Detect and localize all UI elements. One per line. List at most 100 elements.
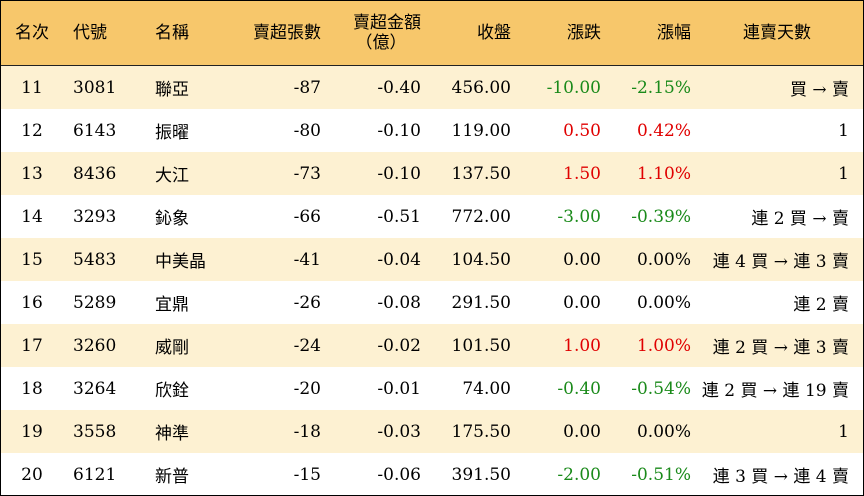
cell-streak: 1 xyxy=(691,109,863,152)
table-row: 14 3293 鈊象 -66 -0.51 772.00 -3.00 -0.39% 連 2 買 →… xyxy=(1,195,863,238)
cell-streak: 連 2 買 → 賣 xyxy=(691,195,863,238)
cell-pct: 0.00% xyxy=(601,281,691,324)
cell-sell-lots: -41 xyxy=(235,238,321,281)
cell-sell-amount: -0.10 xyxy=(321,109,421,152)
cell-name: 聯亞 xyxy=(151,65,235,109)
cell-code: 6121 xyxy=(63,453,151,495)
cell-change: 0.50 xyxy=(511,109,601,152)
cell-code: 5483 xyxy=(63,238,151,281)
header-row: 名次 代號 名稱 賣超張數 賣超金額 （億） 收盤 漲跌 漲幅 連賣天數 xyxy=(1,1,863,66)
cell-pct: 0.00% xyxy=(601,238,691,281)
cell-streak: 1 xyxy=(691,410,863,453)
cell-sell-lots: -73 xyxy=(235,152,321,195)
cell-name: 鈊象 xyxy=(151,195,235,238)
cell-close: 104.50 xyxy=(421,238,511,281)
cell-name: 大江 xyxy=(151,152,235,195)
cell-close: 391.50 xyxy=(421,453,511,495)
cell-sell-lots: -66 xyxy=(235,195,321,238)
cell-streak: 連 3 買 → 連 4 賣 xyxy=(691,453,863,495)
header-sell-amount: 賣超金額 （億） xyxy=(321,1,421,66)
header-code: 代號 xyxy=(63,1,151,66)
cell-close: 101.50 xyxy=(421,324,511,367)
cell-change: 0.00 xyxy=(511,281,601,324)
header-name: 名稱 xyxy=(151,1,235,66)
cell-pct: 0.00% xyxy=(601,410,691,453)
cell-change: -0.40 xyxy=(511,367,601,410)
cell-streak: 連 2 買 → 連 19 賣 xyxy=(691,367,863,410)
cell-rank: 18 xyxy=(1,367,63,410)
cell-name: 宜鼎 xyxy=(151,281,235,324)
cell-name: 振曜 xyxy=(151,109,235,152)
cell-change: -10.00 xyxy=(511,65,601,109)
cell-change: 1.50 xyxy=(511,152,601,195)
cell-rank: 20 xyxy=(1,453,63,495)
cell-sell-amount: -0.06 xyxy=(321,453,421,495)
cell-name: 威剛 xyxy=(151,324,235,367)
table-row: 12 6143 振曜 -80 -0.10 119.00 0.50 0.42% 1 xyxy=(1,109,863,152)
cell-change: 1.00 xyxy=(511,324,601,367)
cell-change: -3.00 xyxy=(511,195,601,238)
cell-close: 291.50 xyxy=(421,281,511,324)
table-row: 13 8436 大江 -73 -0.10 137.50 1.50 1.10% 1 xyxy=(1,152,863,195)
cell-change: 0.00 xyxy=(511,238,601,281)
header-rank: 名次 xyxy=(1,1,63,66)
cell-pct: -0.54% xyxy=(601,367,691,410)
cell-code: 6143 xyxy=(63,109,151,152)
cell-sell-lots: -18 xyxy=(235,410,321,453)
cell-rank: 13 xyxy=(1,152,63,195)
cell-code: 3081 xyxy=(63,65,151,109)
cell-pct: -2.15% xyxy=(601,65,691,109)
cell-rank: 12 xyxy=(1,109,63,152)
cell-streak: 買 → 賣 xyxy=(691,65,863,109)
cell-rank: 15 xyxy=(1,238,63,281)
cell-pct: -0.51% xyxy=(601,453,691,495)
cell-code: 3558 xyxy=(63,410,151,453)
cell-sell-amount: -0.03 xyxy=(321,410,421,453)
cell-name: 中美晶 xyxy=(151,238,235,281)
table-row: 11 3081 聯亞 -87 -0.40 456.00 -10.00 -2.15% 買 → 賣 xyxy=(1,65,863,109)
cell-rank: 14 xyxy=(1,195,63,238)
table-row: 18 3264 欣銓 -20 -0.01 74.00 -0.40 -0.54% 連 2 買 → … xyxy=(1,367,863,410)
cell-sell-lots: -24 xyxy=(235,324,321,367)
cell-change: -2.00 xyxy=(511,453,601,495)
cell-pct: -0.39% xyxy=(601,195,691,238)
cell-rank: 16 xyxy=(1,281,63,324)
table-row: 16 5289 宜鼎 -26 -0.08 291.50 0.00 0.00% 連 2 賣 xyxy=(1,281,863,324)
cell-sell-amount: -0.02 xyxy=(321,324,421,367)
cell-close: 456.00 xyxy=(421,65,511,109)
cell-close: 175.50 xyxy=(421,410,511,453)
table-row: 15 5483 中美晶 -41 -0.04 104.50 0.00 0.00% 連 4 買 → … xyxy=(1,238,863,281)
cell-sell-lots: -80 xyxy=(235,109,321,152)
table-row: 19 3558 神準 -18 -0.03 175.50 0.00 0.00% 1 xyxy=(1,410,863,453)
cell-streak: 連 4 買 → 連 3 賣 xyxy=(691,238,863,281)
header-sell-amount-line1: 賣超金額 xyxy=(353,13,421,33)
cell-rank: 19 xyxy=(1,410,63,453)
cell-pct: 0.42% xyxy=(601,109,691,152)
header-streak: 連賣天數 xyxy=(691,1,863,66)
cell-close: 119.00 xyxy=(421,109,511,152)
cell-code: 8436 xyxy=(63,152,151,195)
cell-change: 0.00 xyxy=(511,410,601,453)
header-pct: 漲幅 xyxy=(601,1,691,66)
cell-sell-lots: -87 xyxy=(235,65,321,109)
cell-pct: 1.00% xyxy=(601,324,691,367)
cell-streak: 連 2 賣 xyxy=(691,281,863,324)
cell-name: 新普 xyxy=(151,453,235,495)
cell-name: 神準 xyxy=(151,410,235,453)
cell-pct: 1.10% xyxy=(601,152,691,195)
cell-close: 137.50 xyxy=(421,152,511,195)
header-change: 漲跌 xyxy=(511,1,601,66)
header-close: 收盤 xyxy=(421,1,511,66)
cell-close: 772.00 xyxy=(421,195,511,238)
cell-sell-amount: -0.10 xyxy=(321,152,421,195)
cell-code: 3264 xyxy=(63,367,151,410)
cell-sell-amount: -0.08 xyxy=(321,281,421,324)
cell-sell-amount: -0.01 xyxy=(321,367,421,410)
table-row: 17 3260 威剛 -24 -0.02 101.50 1.00 1.00% 連 2 買 → 連… xyxy=(1,324,863,367)
cell-sell-lots: -15 xyxy=(235,453,321,495)
cell-rank: 11 xyxy=(1,65,63,109)
cell-code: 3260 xyxy=(63,324,151,367)
